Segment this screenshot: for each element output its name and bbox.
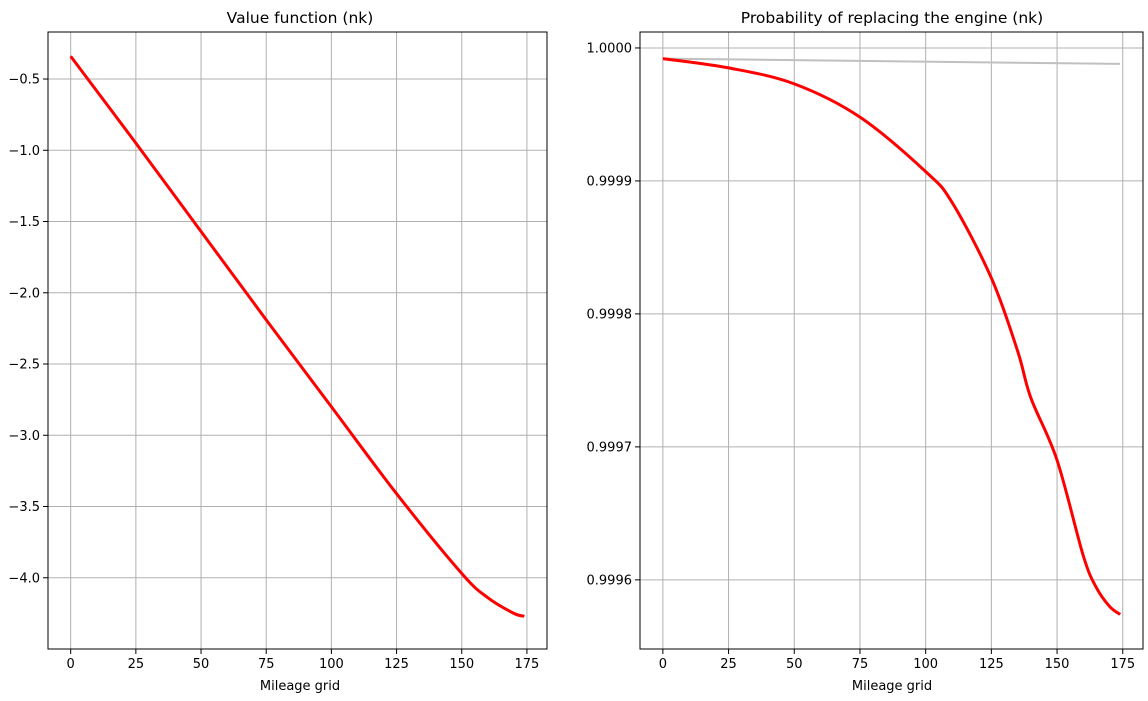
x-axis-label: Mileage grid (260, 679, 340, 694)
reference-series-line (662, 57, 1121, 65)
x-tick-label: 175 (1110, 657, 1135, 672)
x-tick-label: 75 (258, 657, 275, 672)
x-tick-label: 0 (67, 657, 75, 672)
y-tick-label: 0.9997 (587, 440, 633, 455)
plot-area-frame (47, 31, 548, 650)
replacement-probability-chart: Probability of replacing the engine (nk)… (587, 9, 1144, 694)
x-tick-label: 150 (1045, 657, 1070, 672)
x-tick-label: 50 (786, 657, 803, 672)
series-line (662, 57, 1122, 616)
plot-area-frame (639, 31, 1144, 650)
x-tick-label: 175 (515, 657, 540, 672)
x-tick-label: 125 (979, 657, 1004, 672)
x-tick-label: 75 (852, 657, 869, 672)
y-tick-label: −3.5 (8, 500, 40, 515)
x-tick-label: 25 (128, 657, 145, 672)
y-tick-label: 1.0000 (587, 41, 633, 56)
chart-title: Probability of replacing the engine (nk) (741, 9, 1043, 27)
chart-title: Value function (nk) (227, 9, 374, 27)
value-function-chart: Value function (nk) Mileage grid 0 25 50 75… (8, 9, 548, 694)
y-tick-label: 0.9998 (587, 307, 633, 322)
x-tick-label: 25 (720, 657, 737, 672)
x-tick-label: 50 (193, 657, 210, 672)
x-tick-label: 100 (319, 657, 344, 672)
y-tick-label: −1.5 (8, 215, 40, 230)
x-tick-label: 150 (449, 657, 474, 672)
y-tick-label: −4.0 (8, 571, 40, 586)
y-tick-label: 0.9999 (587, 174, 633, 189)
series-line (69, 55, 525, 618)
x-tick-label: 100 (913, 657, 938, 672)
x-tick-label: 0 (659, 657, 667, 672)
y-tick-label: −2.0 (8, 286, 40, 301)
y-tick-label: −3.0 (8, 429, 40, 444)
y-tick-label: −0.5 (8, 73, 40, 88)
y-tick-label: 0.9996 (587, 573, 633, 588)
y-tick-label: −2.5 (8, 358, 40, 373)
x-tick-label: 125 (384, 657, 409, 672)
y-tick-label: −1.0 (8, 144, 40, 159)
x-axis-label: Mileage grid (852, 679, 932, 694)
